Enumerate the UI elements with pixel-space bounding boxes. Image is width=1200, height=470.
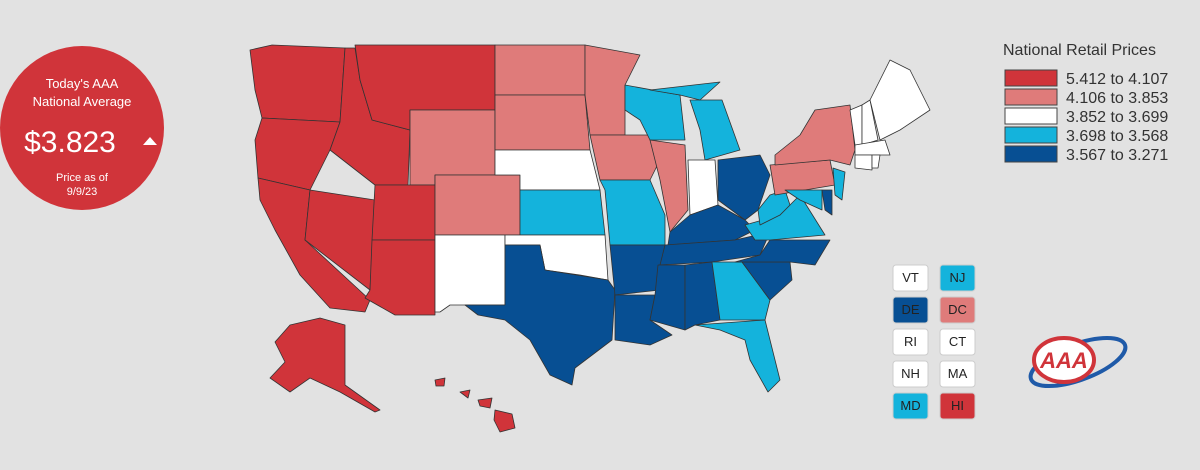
state[interactable] <box>854 154 873 171</box>
small-state-box[interactable] <box>939 360 976 388</box>
legend-label: 3.852 to 3.699 <box>1066 109 1168 126</box>
state[interactable] <box>869 59 931 141</box>
legend-title: National Retail Prices <box>1003 42 1156 59</box>
state[interactable] <box>409 109 496 186</box>
legend-swatch <box>1004 69 1058 87</box>
state[interactable] <box>649 81 721 101</box>
state[interactable] <box>784 189 823 211</box>
state[interactable] <box>871 154 881 169</box>
state[interactable] <box>599 179 666 246</box>
state[interactable] <box>364 239 436 316</box>
logo-oval <box>1032 336 1096 384</box>
state[interactable] <box>821 189 833 216</box>
badge-price: $3.823 <box>24 126 116 159</box>
small-state-box[interactable] <box>939 392 976 420</box>
state[interactable] <box>854 139 891 156</box>
legend-label: 3.567 to 3.271 <box>1066 147 1168 164</box>
legend-swatch <box>1004 107 1058 125</box>
state[interactable] <box>734 239 831 266</box>
state[interactable] <box>371 184 436 241</box>
state[interactable] <box>649 264 686 331</box>
legend-label: 5.412 to 4.107 <box>1066 71 1168 88</box>
badge-line2: National Average <box>33 94 132 109</box>
state[interactable] <box>494 94 591 151</box>
small-state-label: CT <box>949 334 966 349</box>
state[interactable] <box>689 99 741 161</box>
small-state-box[interactable] <box>939 328 976 356</box>
badge-circle <box>0 46 164 210</box>
state[interactable] <box>684 261 721 331</box>
state[interactable] <box>774 104 856 166</box>
price-badge: Today's AAA National Average $3.823 Pric… <box>0 46 164 210</box>
state[interactable] <box>434 174 521 236</box>
small-state-box[interactable] <box>892 328 929 356</box>
state[interactable] <box>494 44 586 96</box>
state[interactable] <box>493 409 516 433</box>
state[interactable] <box>477 397 493 409</box>
small-state-box[interactable] <box>892 264 929 292</box>
small-state-label: RI <box>904 334 917 349</box>
badge-date: 9/9/23 <box>67 186 98 198</box>
legend-label: 4.106 to 3.853 <box>1066 90 1168 107</box>
legend-swatch <box>1004 126 1058 144</box>
state[interactable] <box>434 234 506 313</box>
small-state-label: MA <box>948 366 968 381</box>
small-state-box[interactable] <box>892 392 929 420</box>
small-state-label: DE <box>901 302 919 317</box>
state[interactable] <box>861 99 879 146</box>
small-state-label: HI <box>951 398 964 413</box>
state[interactable] <box>254 117 341 191</box>
state[interactable] <box>757 189 791 226</box>
small-state-label: VT <box>902 270 919 285</box>
state[interactable] <box>464 244 616 386</box>
small-state-label: MD <box>900 398 920 413</box>
logo-text: AAA <box>1039 348 1088 373</box>
badge-line1: Today's AAA <box>46 76 119 91</box>
small-state-box[interactable] <box>892 296 929 324</box>
small-state-box[interactable] <box>939 264 976 292</box>
state[interactable] <box>519 189 606 236</box>
state[interactable] <box>434 377 446 387</box>
small-state-boxes: VT NJ DE DC RI CT NH MA MD HI <box>892 264 976 420</box>
up-arrow <box>143 137 157 145</box>
state[interactable] <box>249 44 346 123</box>
legend: National Retail Prices 5.412 to 4.107 4.1… <box>1003 42 1168 164</box>
small-state-label: NJ <box>950 270 966 285</box>
state[interactable] <box>589 134 661 181</box>
legend-swatch <box>1004 88 1058 106</box>
badge-date-label: Price as of <box>56 172 109 184</box>
small-state-box[interactable] <box>939 296 976 324</box>
legend-swatch <box>1004 145 1058 163</box>
legend-label: 3.698 to 3.568 <box>1066 128 1168 145</box>
small-state-label: DC <box>948 302 967 317</box>
state[interactable] <box>694 319 781 393</box>
small-state-box[interactable] <box>892 360 929 388</box>
state[interactable] <box>459 389 471 399</box>
states <box>249 44 931 433</box>
small-state-label: NH <box>901 366 920 381</box>
state[interactable] <box>269 317 381 413</box>
aaa-logo: AAA <box>1028 335 1128 389</box>
state[interactable] <box>832 167 846 201</box>
